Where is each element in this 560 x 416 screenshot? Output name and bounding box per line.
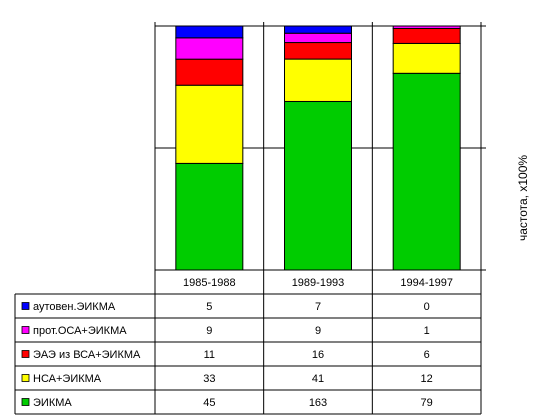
bar-segment-0-0: [175, 162, 244, 271]
data-label-2-2: 6: [424, 349, 430, 361]
bar-segment-2-0: [392, 72, 461, 271]
legend-label-1: НСА+ЭИКМА: [33, 373, 102, 385]
bar-segment-2-2: [392, 27, 461, 44]
data-table: 1985-1988 1989-1993 1994-1997 аутовен.ЭИКМА…: [14, 269, 482, 415]
x-tick-label-1: 1989-1993: [292, 277, 345, 289]
x-tick-label-2: 1994-1997: [400, 277, 453, 289]
legend-swatch-1: [21, 374, 30, 382]
data-label-2-1: 16: [312, 349, 324, 361]
legend-swatch-2: [21, 350, 30, 358]
data-label-3-1: 9: [315, 325, 321, 337]
legend-label-3: прот.ОСА+ЭИКМА: [33, 325, 127, 337]
data-label-3-0: 9: [206, 325, 212, 337]
data-label-4-0: 5: [206, 301, 212, 313]
data-label-0-0: 45: [203, 397, 215, 409]
bar-segment-0-3: [175, 37, 244, 60]
y-axis-label: частота, x100%: [516, 155, 530, 241]
bar-segment-1-3: [284, 32, 352, 44]
bar-segment-1-1: [284, 58, 352, 102]
legend-label-4: аутовен.ЭИКМА: [33, 301, 116, 313]
data-label-1-0: 33: [203, 373, 215, 385]
bar-segment-2-1: [392, 42, 461, 74]
data-label-1-1: 41: [312, 373, 324, 385]
data-label-0-1: 163: [309, 397, 327, 409]
legend-swatch-3: [21, 326, 30, 334]
data-label-1-2: 12: [421, 373, 433, 385]
bar-segment-0-2: [175, 58, 244, 86]
legend-label-0: ЭИКМА: [33, 397, 72, 409]
bar-segment-1-2: [284, 42, 352, 60]
bars: [175, 25, 461, 271]
data-label-4-1: 7: [315, 301, 321, 313]
data-label-3-2: 1: [424, 325, 430, 337]
legend-label-2: ЭАЭ из ВСА+ЭИКМА: [33, 349, 141, 361]
x-tick-label-0: 1985-1988: [183, 277, 236, 289]
data-label-4-2: 0: [424, 301, 430, 313]
legend-swatch-4: [21, 302, 30, 310]
data-label-0-2: 79: [421, 397, 433, 409]
bar-segment-0-1: [175, 84, 244, 164]
data-label-2-0: 11: [204, 349, 215, 361]
bar-segment-2-3: [392, 25, 461, 29]
bar-segment-0-4: [175, 25, 244, 39]
bar-segment-1-4: [284, 25, 352, 34]
bar-segment-1-0: [284, 100, 352, 271]
legend-swatch-0: [21, 398, 30, 406]
